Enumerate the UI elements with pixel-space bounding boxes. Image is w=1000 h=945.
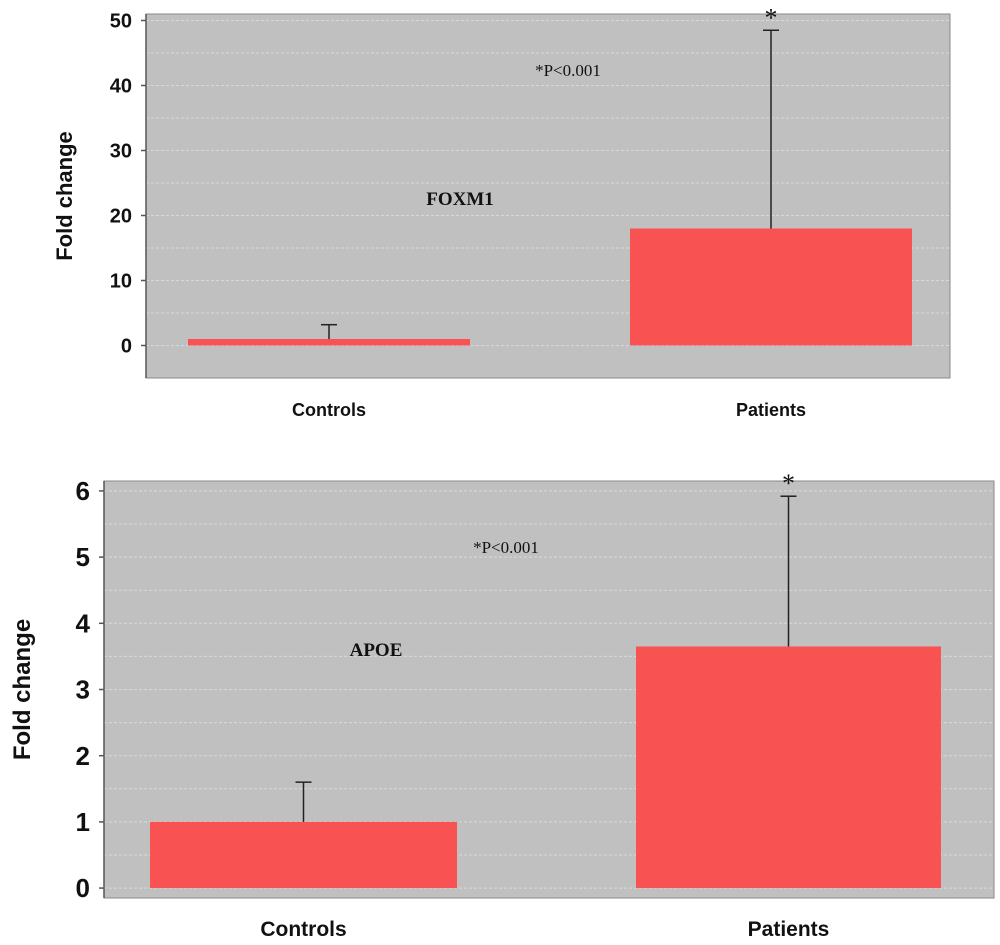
y-tick-label: 2 — [76, 741, 90, 771]
y-tick-label: 0 — [121, 336, 132, 358]
bar-controls — [188, 339, 470, 346]
gene-label: APOE — [350, 640, 403, 661]
chart-0: 0 10 20 30 40 50 Fold change Controls Patients * F… — [52, 3, 951, 420]
y-tick-label: 0 — [76, 873, 90, 903]
y-tick-label: 5 — [76, 542, 90, 572]
y-tick-label: 1 — [76, 807, 90, 837]
category-label: Patients — [736, 400, 806, 420]
y-tick-label: 20 — [110, 206, 132, 228]
significance-marker: * — [765, 3, 778, 32]
bar-patients — [630, 228, 912, 346]
category-label: Controls — [292, 400, 366, 420]
p-value-label: *P<0.001 — [473, 538, 539, 557]
bar-patients — [636, 646, 941, 889]
category-label: Controls — [260, 918, 346, 941]
gene-label: FOXM1 — [426, 189, 494, 210]
y-axis-label: Fold change — [9, 619, 36, 760]
y-tick-label: 10 — [110, 271, 132, 293]
y-tick-label: 3 — [76, 675, 90, 705]
y-tick-label: 40 — [110, 76, 132, 98]
y-tick-label: 4 — [76, 608, 91, 638]
p-value-label: *P<0.001 — [535, 61, 601, 80]
bar-controls — [150, 821, 457, 889]
category-label: Patients — [748, 918, 830, 941]
significance-marker: * — [782, 469, 795, 498]
y-tick-label: 50 — [110, 11, 132, 33]
chart-1: 0 1 2 3 4 5 6 Fold change Controls Patients * APOE *… — [9, 469, 995, 941]
y-axis-label: Fold change — [52, 131, 77, 261]
y-tick-label: 30 — [110, 141, 132, 163]
y-tick-label: 6 — [76, 476, 90, 506]
